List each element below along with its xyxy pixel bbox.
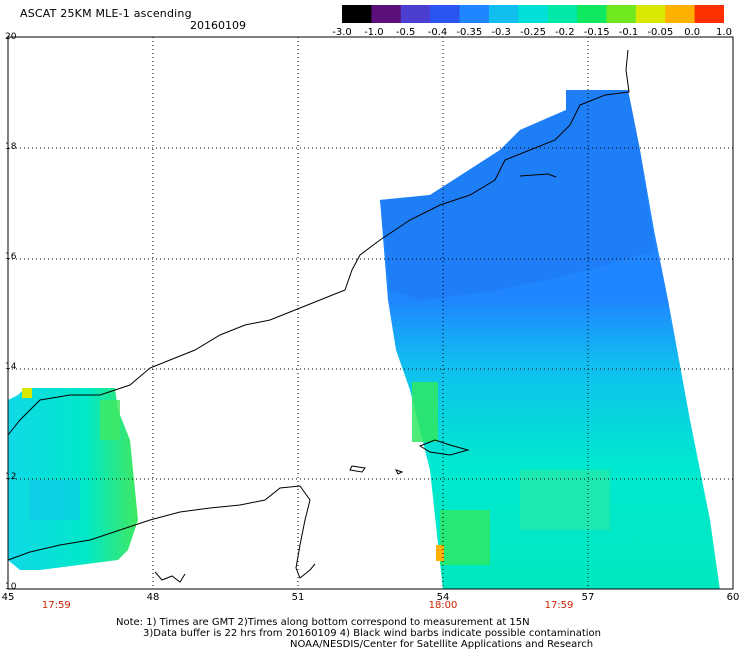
- right-data-swath: [380, 90, 720, 589]
- latitude-tick-label: 20: [5, 32, 17, 42]
- colorbar-segment: [459, 5, 490, 23]
- note-line-3: NOAA/NESDIS/Center for Satellite Applica…: [290, 639, 594, 650]
- time-label: 18:00: [428, 600, 458, 611]
- colorbar-segment: [665, 5, 696, 23]
- longitude-tick-label: 60: [726, 592, 740, 603]
- colorbar-tick-label: -0.5: [395, 27, 416, 38]
- colorbar-tick-label: -0.3: [491, 27, 511, 38]
- colorbar-tick-label: -0.4: [427, 27, 448, 38]
- latitude-tick-label: 16: [5, 252, 17, 262]
- colorbar-tick-label: 0.0: [684, 27, 701, 38]
- note-line-1: Note: 1) Times are GMT 2)Times along bot…: [116, 617, 530, 628]
- longitude-tick-label: 45: [1, 592, 15, 603]
- colorbar-segment: [547, 5, 578, 23]
- colorbar-tick-label: -0.1: [618, 27, 639, 38]
- coastline: [7, 49, 630, 583]
- colorbar-tick-label: -0.35: [456, 27, 483, 38]
- colorbar-tick-label: -0.2: [555, 27, 575, 38]
- latitude-tick-label: 14: [5, 362, 17, 372]
- colorbar-segment: [400, 5, 431, 23]
- colorbar-tick-label: -1.0: [364, 27, 384, 38]
- colorbar-tick-label: -0.05: [647, 27, 674, 38]
- latitude-tick-label: 18: [5, 142, 17, 152]
- colorbar-tick-label: 1.0: [716, 27, 732, 38]
- colorbar-segment: [371, 5, 402, 23]
- colorbar-segment: [488, 5, 519, 23]
- colorbar: [342, 5, 724, 23]
- longitude-tick-label: 57: [581, 592, 595, 603]
- time-label: 17:59: [41, 600, 71, 611]
- longitude-tick-label: 48: [146, 592, 160, 603]
- graticule: [8, 37, 733, 589]
- colorbar-segment: [518, 5, 549, 23]
- time-label: 17:59: [544, 600, 574, 611]
- colorbar-tick-label: -3.0: [332, 27, 352, 38]
- latitude-tick-label: 12: [5, 472, 17, 482]
- note-line-2: 3)Data buffer is 22 hrs from 20160109 4)…: [143, 628, 601, 639]
- latitude-tick-label: 10: [5, 582, 17, 592]
- map-date: 20160109: [190, 19, 246, 32]
- map-title: ASCAT 25KM MLE-1 ascending: [20, 7, 192, 20]
- colorbar-segment: [635, 5, 666, 23]
- colorbar-tick-label: -0.15: [583, 27, 610, 38]
- colorbar-segment: [694, 5, 724, 23]
- colorbar-segment: [577, 5, 607, 23]
- colorbar-segment: [606, 5, 637, 23]
- longitude-tick-label: 51: [291, 592, 305, 603]
- colorbar-tick-label: -0.25: [520, 27, 546, 38]
- plot-frame: [7, 36, 734, 590]
- colorbar-segment: [342, 5, 372, 23]
- longitude-tick-label: 54: [436, 592, 450, 603]
- colorbar-segment: [430, 5, 461, 23]
